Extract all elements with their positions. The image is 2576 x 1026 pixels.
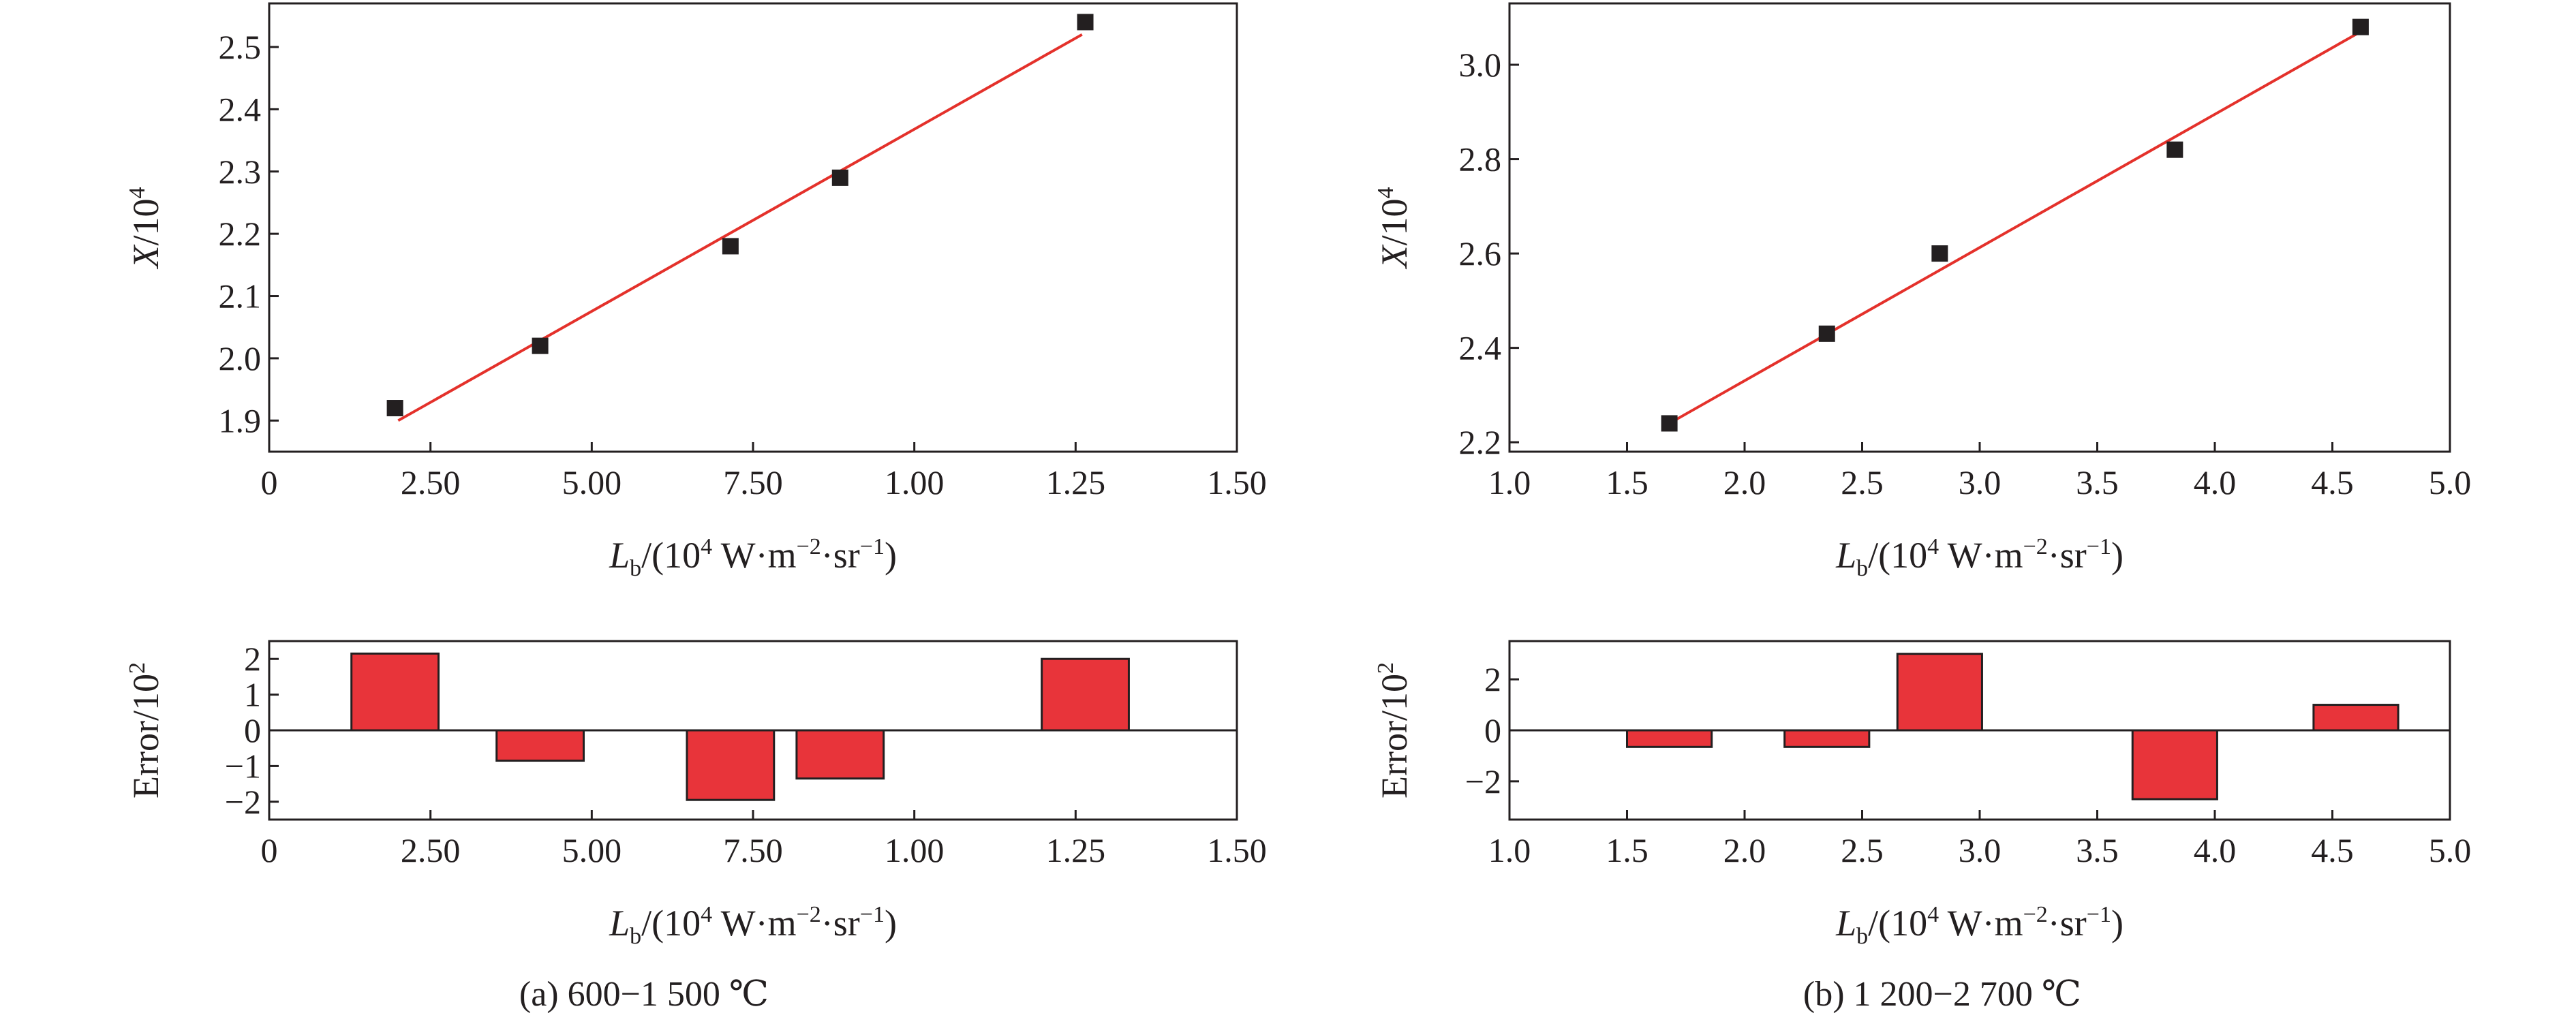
x-tick-label: 2.0 bbox=[1723, 463, 1766, 501]
y-axis-label: X/104 bbox=[1373, 187, 1415, 269]
y-tick-label: −2 bbox=[1465, 762, 1501, 800]
x-tick-label: 3.5 bbox=[2076, 463, 2119, 501]
panel-b-scatter: 1.0 1.5 2.0 2.5 3.0 3.5 4.0 4.5 5.0 2.2 2.4 2.6 2.8 3… bbox=[1373, 2, 2472, 581]
y-tick-label: 1 bbox=[244, 676, 261, 714]
y-tick-label: 0 bbox=[244, 711, 261, 749]
data-point bbox=[1818, 325, 1835, 342]
error-bar bbox=[686, 729, 776, 801]
caption-b: (b) 1 200−2 700 ℃ bbox=[1803, 975, 2081, 1014]
data-point bbox=[1077, 14, 1094, 31]
y-tick-label: 2.4 bbox=[1459, 329, 1502, 367]
x-tick-label: 2.0 bbox=[1723, 831, 1766, 869]
x-axis-label: Lb/(104 W·m−2·sr−1) bbox=[609, 534, 897, 581]
y-tick-label: 2.4 bbox=[219, 90, 262, 128]
error-bar bbox=[350, 652, 440, 732]
x-tick-label: 5.0 bbox=[2429, 831, 2472, 869]
panel-b-error-bars: 1.0 1.5 2.0 2.5 3.0 3.5 4.0 4.5 5.0 −2 0 2 Error/102… bbox=[1373, 640, 2472, 949]
y-tick-label: 2 bbox=[244, 640, 261, 678]
y-tick-label: 2.1 bbox=[219, 277, 262, 315]
error-bar bbox=[1626, 729, 1713, 748]
x-tick-label: 3.5 bbox=[2076, 831, 2119, 869]
error-bar bbox=[2312, 704, 2399, 732]
x-tick-label: 1.25 bbox=[1046, 463, 1106, 501]
x-axis-label: Lb/(104 W·m−2·sr−1) bbox=[609, 902, 897, 949]
data-point bbox=[1661, 415, 1678, 432]
data-point bbox=[2352, 18, 2369, 35]
y-tick-label: 2.0 bbox=[219, 339, 262, 377]
fit-line bbox=[397, 33, 1083, 422]
y-axis-label: Error/102 bbox=[125, 662, 166, 798]
x-tick-label: 5.0 bbox=[2429, 463, 2472, 501]
x-tick-label: 1.00 bbox=[885, 831, 945, 869]
error-bar bbox=[795, 729, 885, 780]
x-tick-label: 2.50 bbox=[401, 463, 461, 501]
x-tick-label: 3.0 bbox=[1959, 463, 2002, 501]
x-tick-label: 1.5 bbox=[1606, 463, 1649, 501]
x-tick-label: 5.00 bbox=[562, 463, 622, 501]
y-tick-label: −1 bbox=[225, 747, 261, 785]
y-tick-label: 2 bbox=[1484, 660, 1501, 698]
y-axis-label: Error/102 bbox=[1373, 662, 1415, 798]
caption-a: (a) 600−1 500 ℃ bbox=[519, 975, 769, 1014]
data-point bbox=[1931, 245, 1948, 262]
fit-line bbox=[1668, 30, 2361, 425]
x-tick-label: 1.50 bbox=[1207, 463, 1267, 501]
y-tick-label: −2 bbox=[225, 783, 261, 821]
x-tick-label: 1.5 bbox=[1606, 831, 1649, 869]
x-tick-label: 1.25 bbox=[1046, 831, 1106, 869]
x-tick-label: 0 bbox=[261, 463, 278, 501]
y-tick-label: 2.3 bbox=[219, 153, 262, 191]
y-tick-label: 2.2 bbox=[1459, 423, 1502, 461]
x-tick-label: 4.0 bbox=[2194, 463, 2237, 501]
x-axis-label: Lb/(104 W·m−2·sr−1) bbox=[1835, 902, 2123, 949]
panel-a-scatter: 0 2.50 5.00 7.50 1.00 1.25 1.50 1.9 2.0 2.1 2.2 2.3… bbox=[125, 2, 1267, 581]
y-tick-label: 0 bbox=[1484, 711, 1501, 749]
data-point bbox=[532, 337, 549, 354]
error-bar bbox=[495, 729, 585, 762]
data-point bbox=[2166, 141, 2183, 158]
error-bar bbox=[1041, 657, 1130, 732]
data-point bbox=[386, 400, 403, 417]
x-tick-label: 2.5 bbox=[1841, 831, 1884, 869]
error-bar bbox=[1896, 653, 1983, 732]
x-tick-label: 2.5 bbox=[1841, 463, 1884, 501]
error-bar bbox=[2131, 729, 2218, 800]
y-tick-label: 2.6 bbox=[1459, 234, 1502, 273]
data-point bbox=[722, 238, 739, 255]
x-tick-label: 7.50 bbox=[723, 831, 783, 869]
x-tick-label: 1.0 bbox=[1488, 463, 1531, 501]
error-bar bbox=[1783, 729, 1871, 748]
y-tick-label: 3.0 bbox=[1459, 46, 1502, 84]
y-axis-label: X/104 bbox=[125, 187, 166, 269]
x-tick-label: 5.00 bbox=[562, 831, 622, 869]
y-tick-label: 1.9 bbox=[219, 401, 262, 439]
x-tick-label: 3.0 bbox=[1959, 831, 2002, 869]
x-axis-label: Lb/(104 W·m−2·sr−1) bbox=[1835, 534, 2123, 581]
x-tick-label: 1.00 bbox=[885, 463, 945, 501]
x-tick-label: 0 bbox=[261, 831, 278, 869]
x-tick-label: 4.5 bbox=[2311, 463, 2354, 501]
y-tick-label: 2.2 bbox=[219, 215, 262, 253]
panel-a-error-bars: 0 2.50 5.00 7.50 1.00 1.25 1.50−2−1012Error/10… bbox=[125, 640, 1267, 949]
x-tick-label: 1.0 bbox=[1488, 831, 1531, 869]
y-tick-label: 2.8 bbox=[1459, 140, 1502, 178]
data-point bbox=[831, 169, 848, 186]
x-tick-label: 2.50 bbox=[401, 831, 461, 869]
x-tick-label: 4.5 bbox=[2311, 831, 2354, 869]
x-tick-label: 4.0 bbox=[2194, 831, 2237, 869]
x-tick-label: 7.50 bbox=[723, 463, 783, 501]
plot-frame bbox=[1508, 2, 2451, 453]
x-tick-label: 1.50 bbox=[1207, 831, 1267, 869]
plot-frame bbox=[268, 2, 1238, 453]
y-tick-label: 2.5 bbox=[219, 28, 262, 66]
